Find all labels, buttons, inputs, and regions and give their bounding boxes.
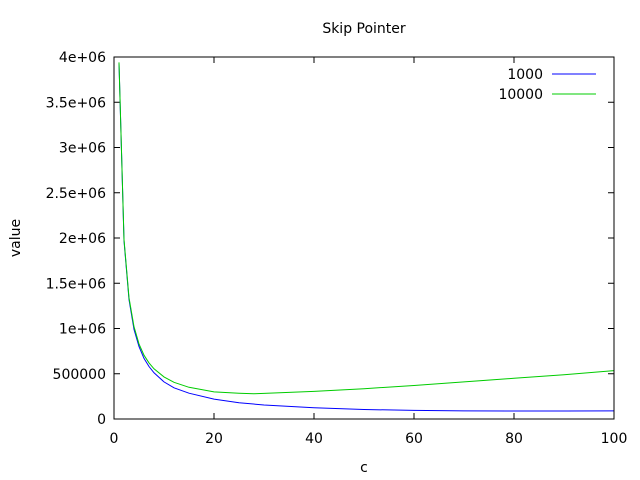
- chart-title: Skip Pointer: [322, 21, 406, 37]
- x-tick-label: 40: [305, 431, 323, 447]
- x-tick-label: 100: [601, 431, 628, 447]
- y-tick-label: 0: [97, 412, 106, 428]
- y-tick-label: 2e+06: [59, 231, 106, 247]
- y-tick-label: 500000: [53, 367, 106, 383]
- y-tick-label: 1.5e+06: [46, 276, 107, 292]
- y-axis-label: value: [8, 219, 24, 257]
- y-tick-label: 2.5e+06: [46, 186, 107, 202]
- legend-label: 10000: [498, 87, 543, 103]
- legend: 1000 10000: [498, 67, 596, 103]
- y-tick-label: 3.5e+06: [46, 95, 107, 111]
- x-tick-label: 0: [110, 431, 119, 447]
- x-axis-label: c: [360, 460, 368, 476]
- y-tick-label: 1e+06: [59, 322, 106, 338]
- plot-frame: [113, 56, 615, 420]
- series-group: [118, 62, 615, 412]
- series-line-0: [118, 63, 615, 412]
- y-tick-label: 4e+06: [59, 50, 106, 66]
- legend-label: 1000: [507, 67, 543, 83]
- series-line-1: [118, 62, 615, 395]
- axis-ticks: 0 20 40 60 80 10005000001e+061.5e+062e+062.5e…: [46, 50, 628, 447]
- x-tick-label: 80: [505, 431, 523, 447]
- x-tick-label: 60: [405, 431, 423, 447]
- x-tick-label: 20: [205, 431, 223, 447]
- y-tick-label: 3e+06: [59, 141, 106, 157]
